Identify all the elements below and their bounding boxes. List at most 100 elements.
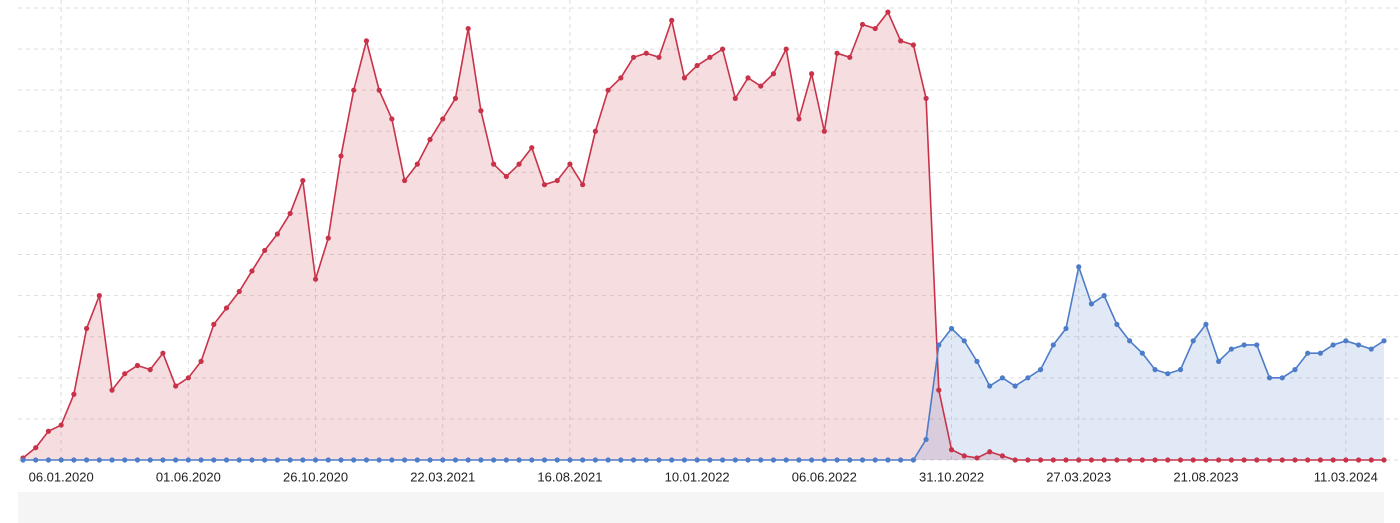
point <box>173 383 179 389</box>
point <box>719 46 726 52</box>
point <box>987 449 993 455</box>
point <box>910 42 916 48</box>
point <box>923 95 929 101</box>
point <box>974 455 980 461</box>
point <box>821 128 827 134</box>
point <box>719 457 726 463</box>
point <box>96 457 102 463</box>
point <box>516 457 522 463</box>
point <box>300 457 306 463</box>
point <box>936 387 942 393</box>
point <box>223 457 230 463</box>
point <box>732 457 738 463</box>
point <box>987 383 993 389</box>
point <box>529 145 535 151</box>
x-tick-label: 10.01.2022 <box>665 469 730 484</box>
point <box>885 457 891 463</box>
point <box>656 54 662 60</box>
point <box>1012 383 1018 389</box>
point <box>1368 346 1374 352</box>
point <box>809 71 815 77</box>
point <box>745 457 751 463</box>
point <box>961 338 967 344</box>
point <box>325 457 331 463</box>
point <box>1152 367 1158 373</box>
point <box>1241 457 1247 463</box>
point <box>1266 457 1273 463</box>
point <box>185 375 191 381</box>
point <box>122 371 128 377</box>
point <box>1343 457 1349 463</box>
point <box>122 457 128 463</box>
point <box>185 457 191 463</box>
point <box>1037 457 1044 463</box>
point <box>249 457 255 463</box>
point <box>1216 457 1222 463</box>
point <box>1279 375 1285 381</box>
x-tick-label: 22.03.2021 <box>410 469 475 484</box>
point <box>1076 457 1082 463</box>
point <box>999 375 1006 381</box>
point <box>948 325 955 332</box>
point <box>1203 321 1209 327</box>
point <box>160 350 166 356</box>
point <box>605 457 611 463</box>
x-tick-label: 11.03.2024 <box>1314 469 1378 484</box>
point <box>45 457 52 463</box>
point <box>847 54 853 60</box>
point <box>643 50 649 56</box>
point <box>83 325 90 332</box>
point <box>401 177 408 184</box>
point <box>452 457 459 463</box>
point <box>1305 457 1311 463</box>
point <box>732 95 738 101</box>
point <box>363 38 370 44</box>
point <box>491 457 497 463</box>
x-tick-label: 01.06.2020 <box>156 469 221 484</box>
point <box>1012 457 1018 463</box>
point <box>134 362 141 369</box>
point <box>1203 457 1209 463</box>
point <box>618 75 624 81</box>
point <box>414 161 420 167</box>
point <box>758 457 764 463</box>
point <box>618 457 624 463</box>
point <box>58 457 64 463</box>
point <box>580 182 586 188</box>
point <box>338 153 344 159</box>
point <box>1355 342 1362 348</box>
area-fill <box>23 12 1384 460</box>
point <box>758 83 764 89</box>
point <box>236 457 242 463</box>
point <box>592 457 598 463</box>
point <box>262 247 268 254</box>
point <box>312 457 319 463</box>
point <box>363 457 370 463</box>
point <box>45 428 52 434</box>
point <box>1228 457 1234 463</box>
point <box>974 358 980 364</box>
point <box>859 21 866 28</box>
point <box>796 457 802 463</box>
point <box>1317 457 1324 463</box>
point <box>211 321 217 327</box>
point <box>478 108 484 114</box>
point <box>580 457 586 463</box>
point <box>1292 367 1298 373</box>
point <box>71 391 77 397</box>
point <box>1216 358 1222 364</box>
point <box>440 116 446 122</box>
point <box>1114 321 1120 327</box>
point <box>427 457 433 463</box>
point <box>503 457 509 463</box>
point <box>541 457 548 463</box>
point <box>503 173 509 180</box>
point <box>440 457 446 463</box>
point <box>427 136 433 143</box>
point <box>554 457 560 463</box>
point <box>1025 457 1031 463</box>
x-tick-label: 06.06.2022 <box>792 469 857 484</box>
point <box>249 268 255 274</box>
point <box>491 161 497 167</box>
